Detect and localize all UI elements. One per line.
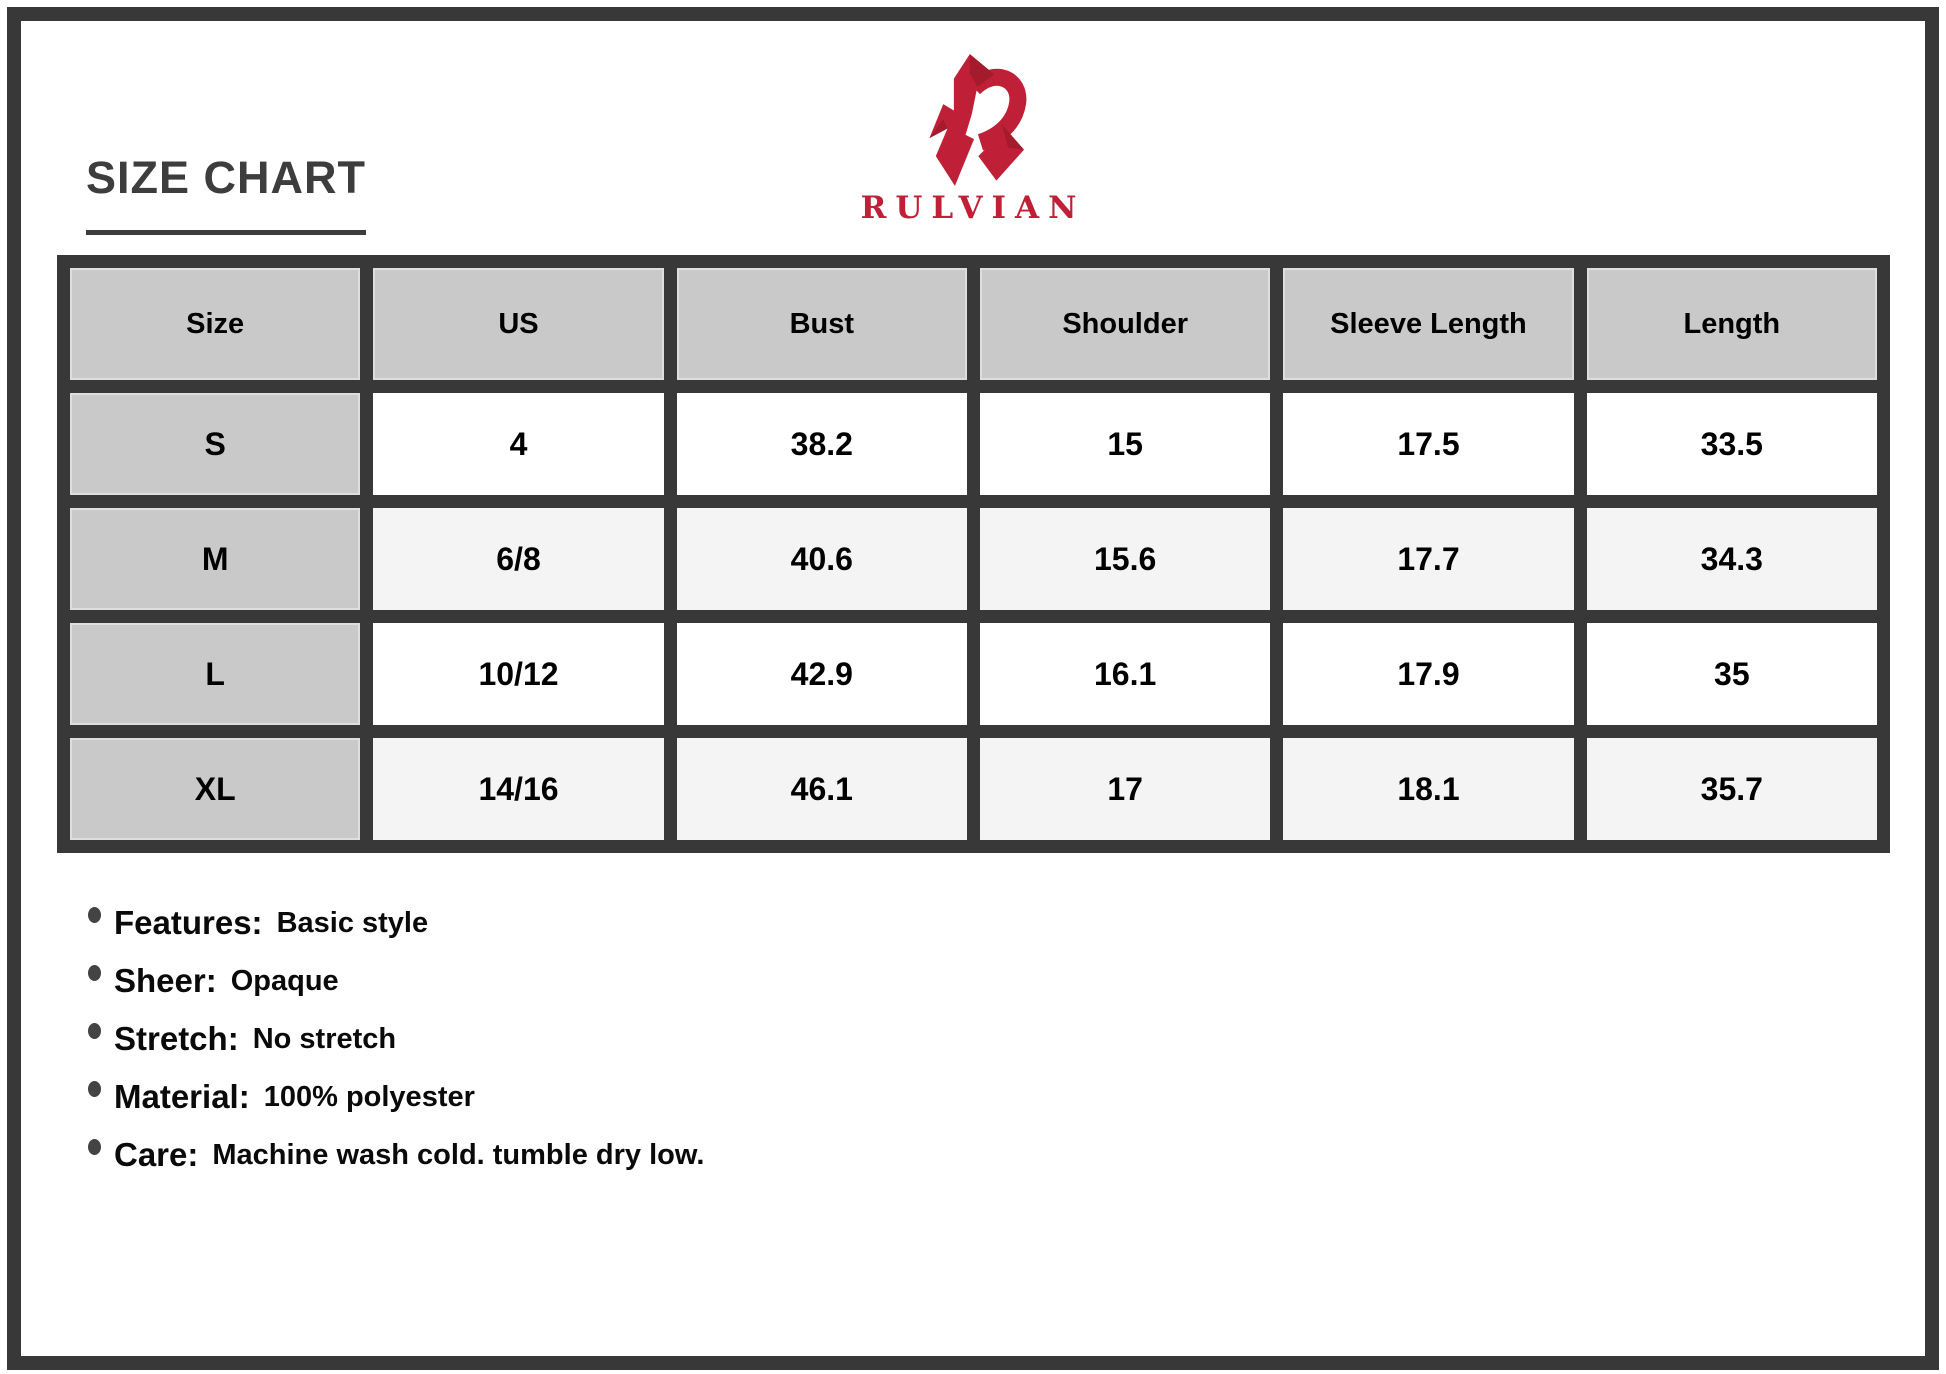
detail-value: 100% polyester [263, 1080, 475, 1113]
title-underline [86, 230, 366, 235]
detail-label: Material: [114, 1078, 250, 1115]
header-cell-sleeve-length: Sleeve Length [1270, 255, 1587, 393]
table-header-row: Size US Bust Shoulder Sleeve Length Leng… [56, 255, 1891, 393]
bust-cell: 38.2 [663, 380, 980, 508]
header-cell-size: Size [56, 255, 374, 393]
brand-logo: RULVIAN [793, 52, 1153, 226]
shoulder-cell: 15 [966, 380, 1284, 508]
detail-item-stretch: Stretch: No stretch [88, 1017, 704, 1061]
detail-value: No stretch [252, 1022, 397, 1055]
detail-item-sheer: Sheer: Opaque [88, 959, 704, 1003]
length-cell: 34.3 [1573, 495, 1891, 623]
size-cell: M [56, 495, 374, 623]
us-cell: 14/16 [360, 725, 677, 853]
detail-label: Care: [114, 1136, 199, 1173]
header-cell-shoulder: Shoulder [966, 255, 1284, 393]
bust-cell: 40.6 [663, 495, 980, 623]
us-cell: 10/12 [360, 610, 677, 738]
detail-value: Opaque [230, 964, 339, 997]
sleeve-length-cell: 17.7 [1270, 495, 1587, 623]
size-cell: L [56, 610, 374, 738]
bullet-icon [88, 1081, 101, 1097]
length-cell: 35.7 [1573, 725, 1891, 853]
table-row-l: L 10/12 42.9 16.1 17.9 35 [56, 610, 1891, 738]
detail-label: Features: [114, 904, 263, 941]
header-cell-bust: Bust [663, 255, 980, 393]
header-cell-us: US [360, 255, 677, 393]
sleeve-length-cell: 17.9 [1270, 610, 1587, 738]
length-cell: 35 [1573, 610, 1891, 738]
detail-label: Stretch: [114, 1020, 239, 1057]
bullet-icon [88, 907, 101, 923]
size-cell: XL [56, 725, 374, 853]
detail-item-features: Features: Basic style [88, 901, 704, 945]
bust-cell: 42.9 [663, 610, 980, 738]
us-cell: 6/8 [360, 495, 677, 623]
brand-name: RULVIAN [860, 190, 1086, 226]
product-details-list: Features: Basic style Sheer: Opaque Stre… [88, 901, 704, 1191]
page-title: SIZE CHART [86, 152, 366, 203]
detail-label: Sheer: [114, 962, 217, 999]
table-row-m: M 6/8 40.6 15.6 17.7 34.3 [56, 495, 1891, 623]
shoulder-cell: 17 [966, 725, 1284, 853]
size-chart-table: Size US Bust Shoulder Sleeve Length Leng… [56, 255, 1891, 853]
bullet-icon [88, 1023, 101, 1039]
detail-value: Machine wash cold. tumble dry low. [212, 1138, 705, 1171]
length-cell: 33.5 [1573, 380, 1891, 508]
header-cell-length: Length [1573, 255, 1891, 393]
shoulder-cell: 15.6 [966, 495, 1284, 623]
detail-item-material: Material: 100% polyester [88, 1075, 704, 1119]
table-row-s: S 4 38.2 15 17.5 33.5 [56, 380, 1891, 508]
bust-cell: 46.1 [663, 725, 980, 853]
sleeve-length-cell: 17.5 [1270, 380, 1587, 508]
angular-r-monogram-icon [929, 54, 1027, 186]
detail-value: Basic style [276, 906, 429, 939]
detail-item-care: Care: Machine wash cold. tumble dry low. [88, 1133, 704, 1177]
bullet-icon [88, 1139, 101, 1155]
sleeve-length-cell: 18.1 [1270, 725, 1587, 853]
us-cell: 4 [360, 380, 677, 508]
table-row-xl: XL 14/16 46.1 17 18.1 35.7 [56, 725, 1891, 853]
size-cell: S [56, 380, 374, 508]
title-block: SIZE CHART [86, 152, 366, 235]
bullet-icon [88, 965, 101, 981]
shoulder-cell: 16.1 [966, 610, 1284, 738]
